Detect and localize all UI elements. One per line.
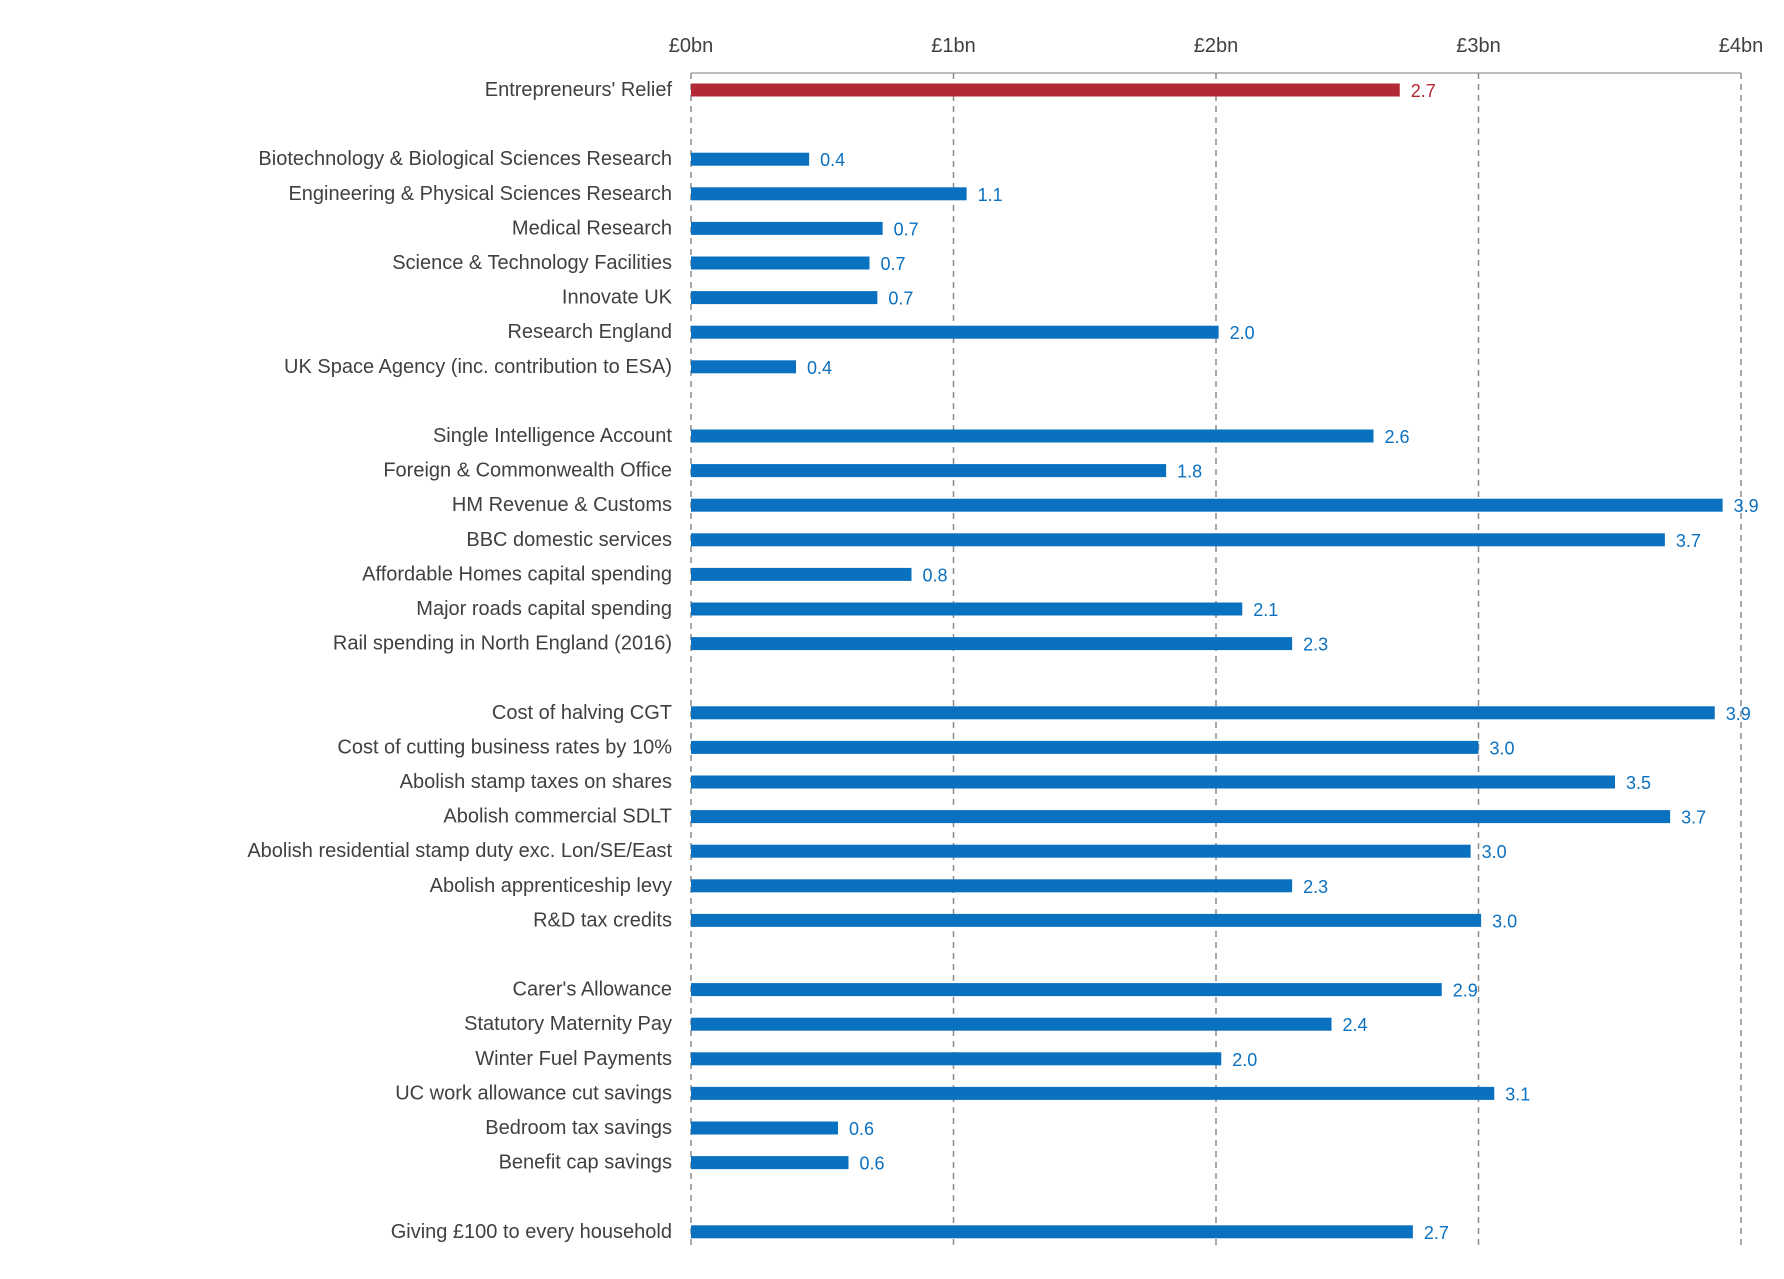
- bar: [691, 533, 1665, 547]
- bar: [691, 256, 870, 270]
- x-tick-label: £2bn: [1194, 35, 1239, 57]
- data-label: 2.0: [1232, 1050, 1257, 1070]
- category-label: UK Space Agency (inc. contribution to ES…: [284, 356, 672, 378]
- category-label: Abolish residential stamp duty exc. Lon/…: [247, 840, 672, 862]
- bar: [691, 810, 1671, 824]
- category-label: Science & Technology Facilities: [392, 252, 672, 274]
- data-label: 0.4: [807, 358, 832, 378]
- data-label: 3.9: [1726, 704, 1751, 724]
- bar: [691, 152, 810, 166]
- bar: [691, 567, 912, 581]
- category-label: Medical Research: [512, 217, 672, 239]
- data-label: 0.7: [894, 219, 919, 239]
- data-label: 0.6: [860, 1154, 885, 1174]
- data-label: 3.0: [1492, 911, 1517, 931]
- bar: [691, 879, 1293, 893]
- data-label: 1.1: [978, 185, 1003, 205]
- data-label: 0.8: [923, 565, 948, 585]
- bar: [691, 187, 967, 201]
- data-label: 2.7: [1411, 81, 1436, 101]
- data-label: 2.0: [1230, 323, 1255, 343]
- bar: [691, 291, 878, 305]
- bar: [691, 1086, 1495, 1100]
- bar: [691, 464, 1167, 478]
- bar: [691, 1121, 838, 1135]
- bar: [691, 1017, 1332, 1031]
- category-label: Benefit cap savings: [499, 1152, 672, 1174]
- x-tick-label: £4bn: [1719, 35, 1764, 57]
- x-tick-label: £3bn: [1456, 35, 1501, 57]
- category-label: Winter Fuel Payments: [475, 1048, 672, 1070]
- category-label: Carer's Allowance: [513, 979, 672, 1001]
- category-label: R&D tax credits: [533, 909, 672, 931]
- bar: [691, 83, 1400, 97]
- category-label: Cost of halving CGT: [492, 702, 672, 724]
- bar: [691, 637, 1293, 651]
- data-label: 3.0: [1482, 842, 1507, 862]
- bar: [691, 498, 1723, 512]
- data-label: 3.7: [1681, 808, 1706, 828]
- data-label: 3.7: [1676, 531, 1701, 551]
- data-label: 2.9: [1453, 981, 1478, 1001]
- bar: [691, 325, 1219, 339]
- data-label: 3.5: [1626, 773, 1651, 793]
- category-label: Entrepreneurs' Relief: [485, 79, 673, 101]
- data-label: 3.9: [1734, 496, 1759, 516]
- category-label: HM Revenue & Customs: [452, 494, 672, 516]
- category-label: Biotechnology & Biological Sciences Rese…: [258, 148, 672, 170]
- category-label: Innovate UK: [562, 287, 673, 309]
- bar: [691, 740, 1479, 754]
- data-label: 1.8: [1177, 462, 1202, 482]
- data-label: 2.4: [1343, 1015, 1368, 1035]
- data-label: 0.4: [820, 150, 845, 170]
- data-label: 2.1: [1253, 600, 1278, 620]
- category-label: Research England: [507, 321, 672, 343]
- category-label: Cost of cutting business rates by 10%: [337, 736, 672, 758]
- data-label: 3.1: [1505, 1084, 1530, 1104]
- bar: [691, 1156, 849, 1170]
- bar: [691, 429, 1374, 443]
- data-label: 2.3: [1303, 635, 1328, 655]
- category-label: UC work allowance cut savings: [395, 1082, 672, 1104]
- category-label: Statutory Maternity Pay: [464, 1013, 672, 1035]
- category-label: Giving £100 to every household: [391, 1221, 672, 1243]
- x-tick-label: £1bn: [931, 35, 976, 57]
- data-label: 2.3: [1303, 877, 1328, 897]
- category-label: Major roads capital spending: [416, 598, 672, 620]
- category-label: BBC domestic services: [466, 529, 672, 551]
- category-label: Affordable Homes capital spending: [362, 563, 672, 585]
- data-label: 3.0: [1490, 738, 1515, 758]
- category-label: Bedroom tax savings: [485, 1117, 672, 1139]
- data-label: 0.7: [888, 289, 913, 309]
- data-label: 0.7: [881, 254, 906, 274]
- bar: [691, 775, 1615, 789]
- x-tick-label: £0bn: [669, 35, 714, 57]
- category-label: Foreign & Commonwealth Office: [383, 460, 672, 482]
- category-label: Abolish apprenticeship levy: [430, 875, 672, 897]
- category-label: Single Intelligence Account: [433, 425, 672, 447]
- bar: [691, 221, 883, 235]
- category-label: Abolish stamp taxes on shares: [400, 771, 672, 793]
- bar: [691, 602, 1243, 616]
- bar: [691, 913, 1482, 927]
- data-label: 0.6: [849, 1119, 874, 1139]
- data-label: 2.6: [1385, 427, 1410, 447]
- bar: [691, 706, 1715, 720]
- bar: [691, 360, 796, 374]
- category-label: Rail spending in North England (2016): [333, 633, 672, 655]
- category-label: Engineering & Physical Sciences Research: [288, 183, 672, 205]
- category-label: Abolish commercial SDLT: [443, 806, 672, 828]
- bar: [691, 983, 1442, 997]
- data-label: 2.7: [1424, 1223, 1449, 1243]
- bar: [691, 844, 1471, 858]
- bar: [691, 1225, 1413, 1239]
- bar: [691, 1052, 1222, 1066]
